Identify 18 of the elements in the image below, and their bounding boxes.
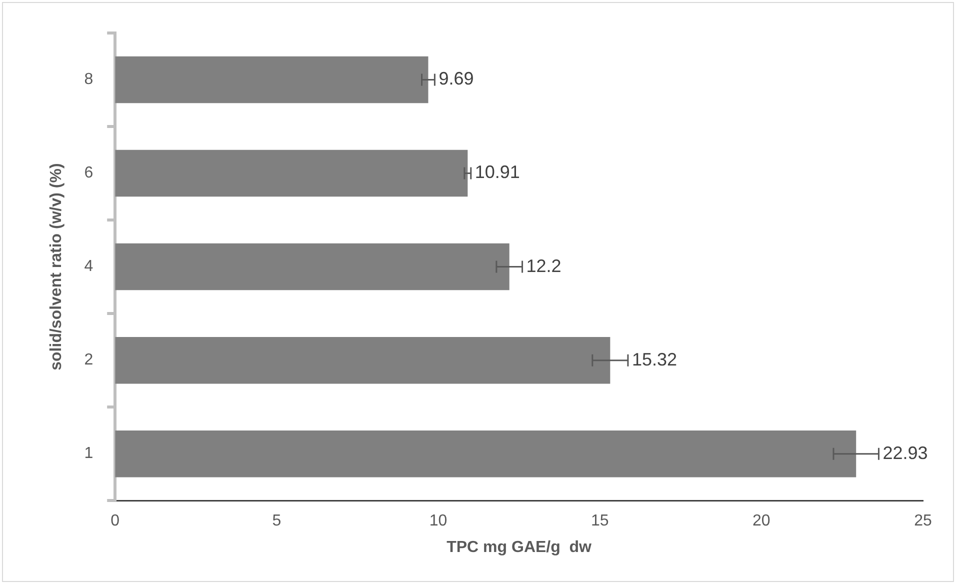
- y-tick-label: 2: [84, 352, 94, 369]
- x-axis-title: TPC mg GAE/g dw: [446, 538, 592, 556]
- x-tick-label: 5: [272, 512, 282, 530]
- y-tick-label: 8: [84, 71, 94, 88]
- y-axis-title: solid/solvent ratio (w/v) (%): [48, 163, 66, 370]
- x-tick-label: 0: [110, 512, 120, 530]
- data-label: 10.91: [474, 162, 520, 182]
- x-tick-label: 15: [590, 512, 609, 530]
- x-tick-label: 10: [429, 512, 448, 530]
- data-label: 9.69: [438, 68, 474, 89]
- data-label: 22.93: [882, 442, 928, 463]
- x-tick-label: 20: [752, 512, 770, 530]
- x-tick-label: 25: [914, 512, 932, 530]
- y-tick-label: 1: [84, 445, 94, 462]
- y-tick-label: 6: [84, 164, 94, 182]
- y-tick-label: 4: [84, 258, 94, 276]
- data-label: 12.2: [526, 256, 562, 276]
- data-label: 15.32: [632, 349, 677, 370]
